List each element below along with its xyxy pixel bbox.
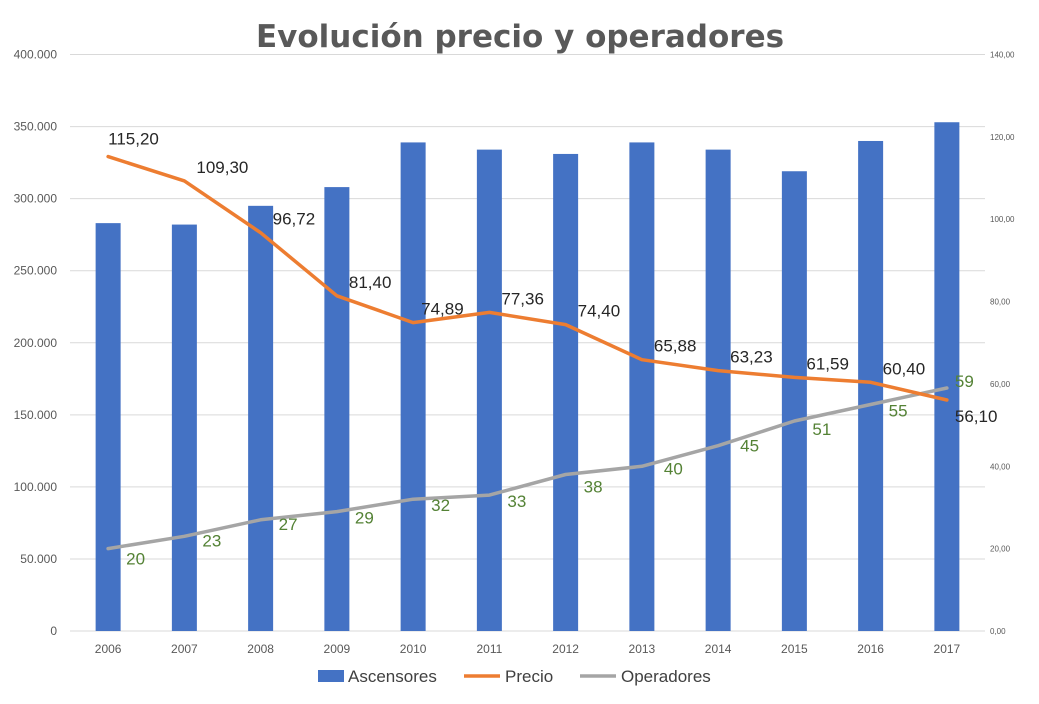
y-right-tick-label: 140,00 <box>990 51 1015 60</box>
data-label-operadores: 45 <box>740 437 759 456</box>
data-label-precio: 77,36 <box>501 289 544 308</box>
bar-ascensores <box>95 223 121 631</box>
axis-ticks: 0 50.000 100.000 150.000 200.000 250.000 300.0… <box>14 48 1015 657</box>
data-label-operadores: 51 <box>812 420 831 439</box>
bar-ascensores <box>629 142 655 631</box>
x-tick-label: 2012 <box>552 642 579 656</box>
x-tick-label: 2016 <box>857 642 884 656</box>
bar-ascensores <box>476 149 502 631</box>
data-label-precio: 96,72 <box>273 210 316 229</box>
x-tick-label: 2013 <box>629 642 656 656</box>
bar-ascensores <box>781 171 807 631</box>
data-label-operadores: 59 <box>955 372 974 391</box>
y-left-tick-label: 300.000 <box>14 192 58 206</box>
data-label-operadores: 23 <box>202 531 221 550</box>
bar-ascensores <box>324 187 350 631</box>
data-label-operadores: 38 <box>584 478 603 497</box>
data-label-operadores: 32 <box>431 496 450 515</box>
y-right-tick-label: 0,00 <box>990 627 1006 636</box>
legend-swatch-ascensores <box>318 670 344 682</box>
x-tick-label: 2017 <box>934 642 961 656</box>
y-left-tick-label: 350.000 <box>14 120 58 134</box>
data-label-operadores: 55 <box>889 402 908 421</box>
x-tick-label: 2007 <box>171 642 198 656</box>
y-left-tick-label: 250.000 <box>14 264 58 278</box>
chart-title: Evolución precio y operadores <box>256 19 784 55</box>
data-label-precio: 81,40 <box>349 273 392 292</box>
data-label-precio: 63,23 <box>730 348 773 367</box>
bar-ascensores <box>248 205 274 632</box>
data-label-precio: 115,20 <box>108 130 159 149</box>
y-left-tick-label: 100.000 <box>14 480 58 494</box>
legend-label-ascensores: Ascensores <box>348 667 437 686</box>
legend: Ascensores Precio Operadores <box>318 667 711 686</box>
x-tick-label: 2010 <box>400 642 427 656</box>
data-label-operadores: 33 <box>507 492 526 511</box>
data-label-precio: 56,10 <box>955 407 998 426</box>
x-tick-label: 2011 <box>476 642 502 656</box>
y-right-tick-label: 120,00 <box>990 133 1015 142</box>
y-left-tick-label: 200.000 <box>14 336 58 350</box>
line-series <box>106 154 949 551</box>
bar-ascensores <box>400 142 426 631</box>
y-right-tick-label: 60,00 <box>990 380 1011 389</box>
data-label-operadores: 40 <box>664 459 683 478</box>
data-label-precio: 74,89 <box>421 300 464 319</box>
data-label-operadores: 29 <box>355 509 374 528</box>
line-precio <box>106 154 949 402</box>
legend-label-precio: Precio <box>505 667 553 686</box>
data-label-precio: 74,40 <box>578 302 621 321</box>
y-left-tick-label: 150.000 <box>14 408 58 422</box>
line-operadores <box>106 386 949 551</box>
data-label-precio: 109,30 <box>196 158 248 177</box>
bar-ascensores <box>553 153 579 632</box>
data-label-precio: 60,40 <box>883 359 926 378</box>
y-right-tick-label: 20,00 <box>990 545 1011 554</box>
bar-ascensores <box>171 224 197 631</box>
x-tick-label: 2009 <box>324 642 351 656</box>
data-label-precio: 61,59 <box>806 354 849 373</box>
data-label-operadores: 20 <box>126 550 145 569</box>
bar-ascensores <box>705 149 731 631</box>
x-tick-label: 2006 <box>95 642 122 656</box>
data-labels: 115,20 109,30 96,72 81,40 74,89 77,36 74,40 65,… <box>108 130 997 569</box>
legend-label-operadores: Operadores <box>621 667 711 686</box>
y-right-tick-label: 80,00 <box>990 298 1011 307</box>
y-left-tick-label: 0 <box>50 624 57 638</box>
bars-ascensores <box>95 122 960 632</box>
grid-lines <box>70 54 985 632</box>
y-left-tick-label: 50.000 <box>20 552 57 566</box>
bar-ascensores <box>934 122 960 632</box>
y-right-tick-label: 100,00 <box>990 215 1015 224</box>
x-tick-label: 2014 <box>705 642 732 656</box>
x-tick-label: 2015 <box>781 642 808 656</box>
y-right-tick-label: 40,00 <box>990 462 1011 471</box>
x-tick-label: 2008 <box>247 642 274 656</box>
data-label-operadores: 27 <box>279 515 298 534</box>
y-left-tick-label: 400.000 <box>14 48 58 62</box>
data-label-precio: 65,88 <box>654 337 697 356</box>
